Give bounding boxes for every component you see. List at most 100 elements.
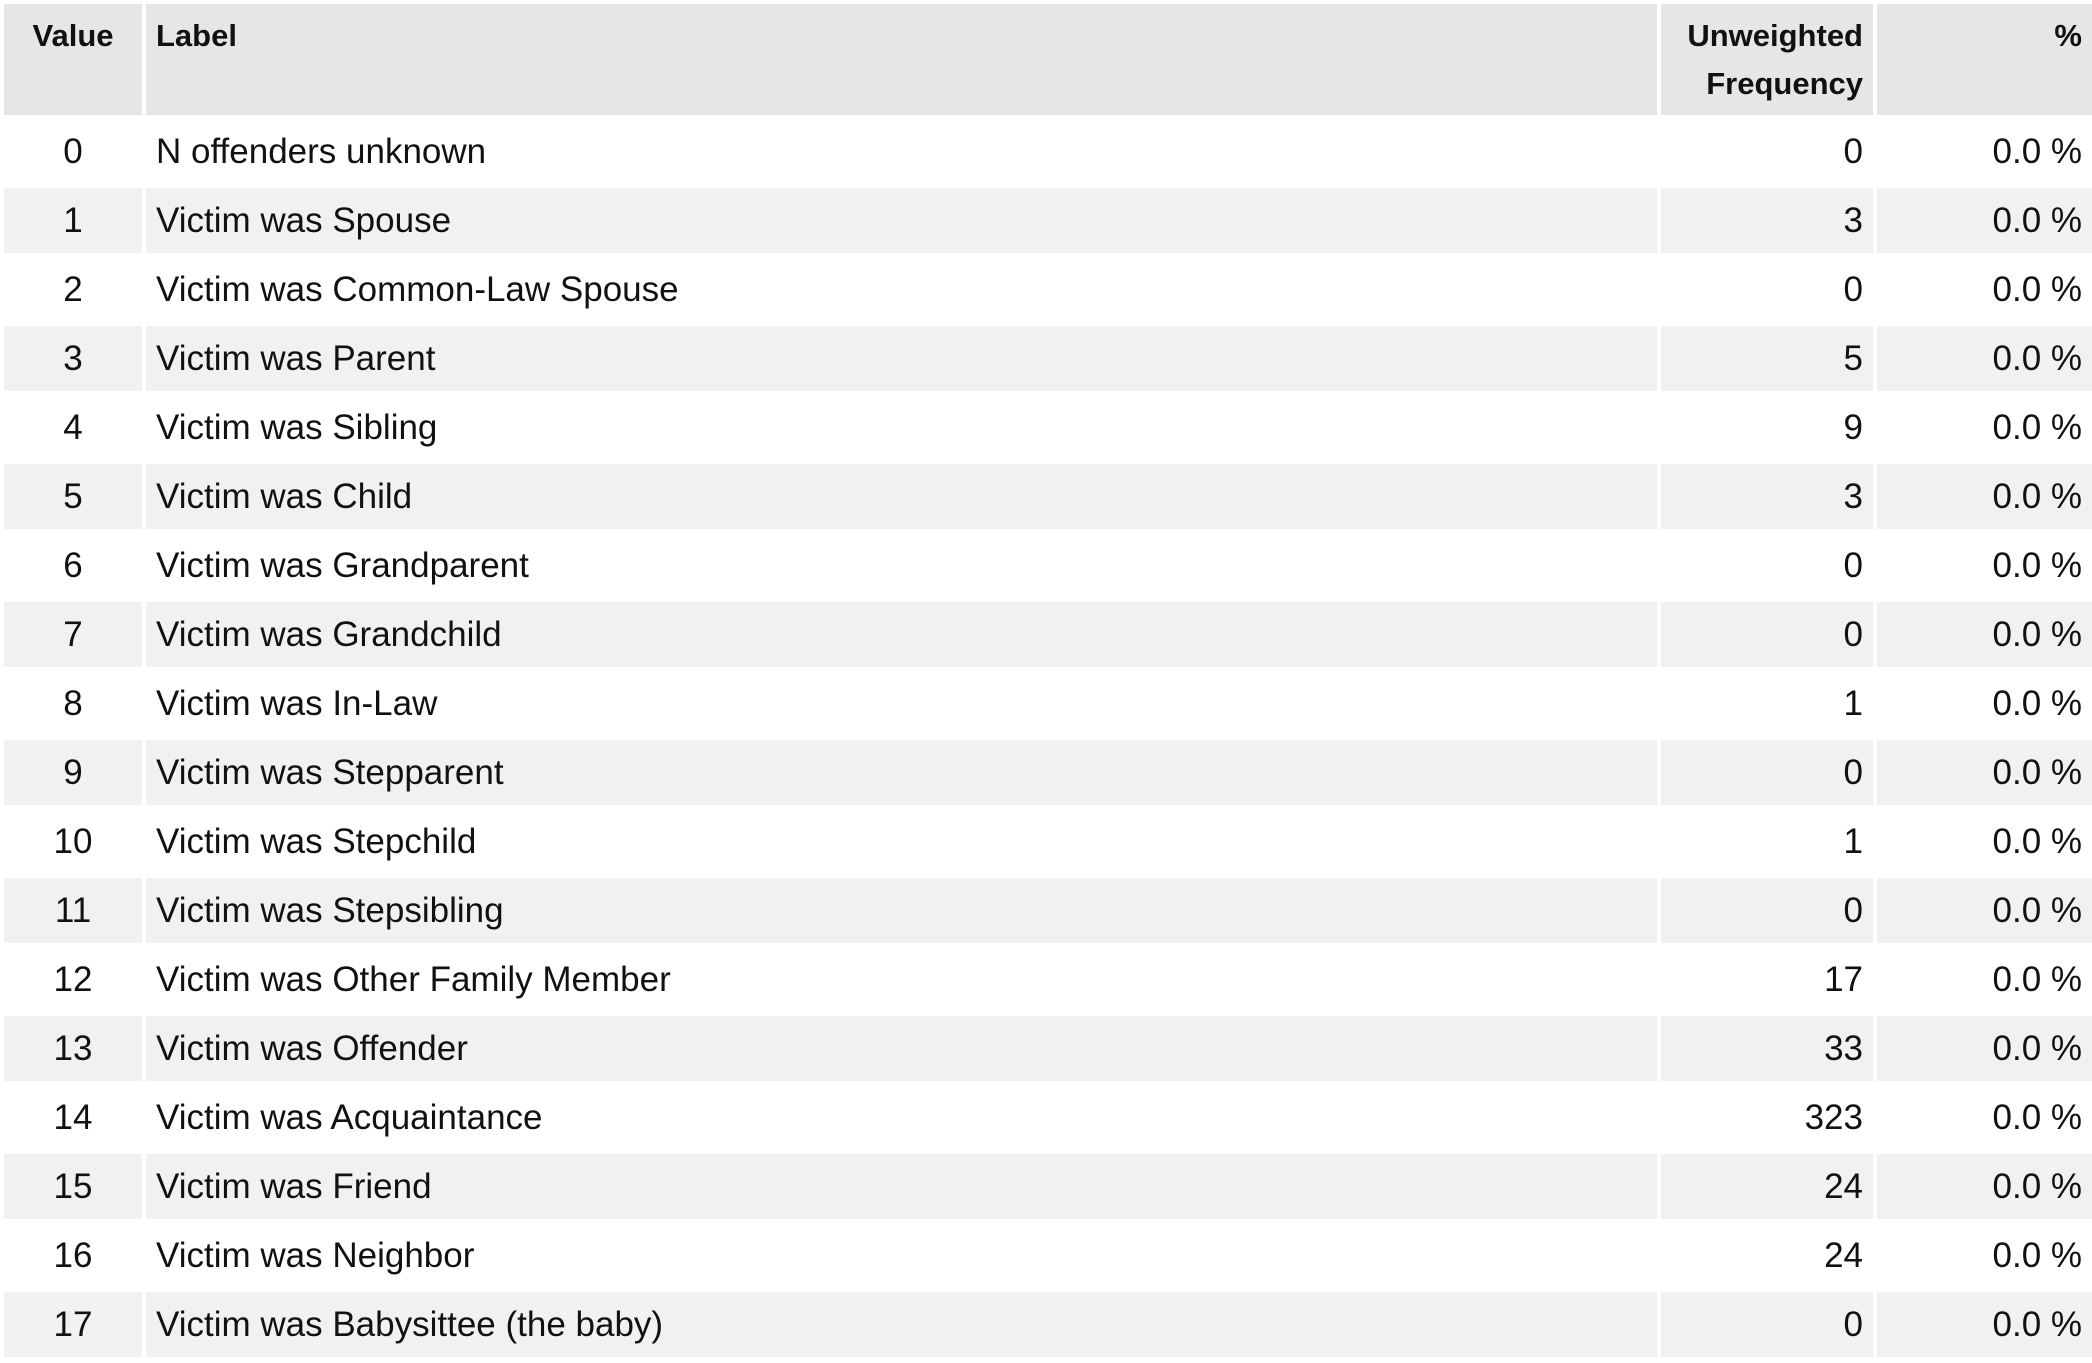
cell-percent: 0.0 % [1877,533,2092,598]
cell-unweighted-frequency: 0 [1661,740,1873,805]
cell-unweighted-frequency: 0 [1661,533,1873,598]
cell-label: N offenders unknown [146,119,1657,184]
table-row: 6 Victim was Grandparent 0 0.0 % [4,533,2092,598]
table-row: 1 Victim was Spouse 3 0.0 % [4,188,2092,253]
cell-unweighted-frequency: 9 [1661,395,1873,460]
table-row: 14 Victim was Acquaintance 323 0.0 % [4,1085,2092,1150]
cell-value: 4 [4,395,142,460]
table-row: 17 Victim was Babysittee (the baby) 0 0.0 % [4,1292,2092,1357]
cell-percent: 0.0 % [1877,809,2092,874]
cell-unweighted-frequency: 0 [1661,602,1873,667]
cell-percent: 0.0 % [1877,464,2092,529]
cell-unweighted-frequency: 1 [1661,809,1873,874]
cell-value: 7 [4,602,142,667]
cell-value: 17 [4,1292,142,1357]
cell-label: Victim was Acquaintance [146,1085,1657,1150]
table-row: 16 Victim was Neighbor 24 0.0 % [4,1223,2092,1288]
cell-unweighted-frequency: 3 [1661,188,1873,253]
cell-value: 1 [4,188,142,253]
table-row: 5 Victim was Child 3 0.0 % [4,464,2092,529]
cell-unweighted-frequency: 323 [1661,1085,1873,1150]
header-value: Value [4,4,142,115]
header-unweighted-frequency: Unweighted Frequency [1661,4,1873,115]
cell-label: Victim was Child [146,464,1657,529]
cell-label: Victim was Stepsibling [146,878,1657,943]
cell-unweighted-frequency: 24 [1661,1154,1873,1219]
header-freq-line1: Unweighted [1687,18,1863,53]
table-row: 3 Victim was Parent 5 0.0 % [4,326,2092,391]
header-percent: % [1877,4,2092,115]
cell-percent: 0.0 % [1877,1085,2092,1150]
cell-value: 11 [4,878,142,943]
cell-label: Victim was Stepparent [146,740,1657,805]
cell-percent: 0.0 % [1877,671,2092,736]
cell-label: Victim was Friend [146,1154,1657,1219]
cell-label: Victim was Parent [146,326,1657,391]
cell-unweighted-frequency: 5 [1661,326,1873,391]
cell-percent: 0.0 % [1877,1223,2092,1288]
cell-label: Victim was Grandparent [146,533,1657,598]
cell-label: Victim was In-Law [146,671,1657,736]
cell-unweighted-frequency: 0 [1661,878,1873,943]
cell-percent: 0.0 % [1877,1016,2092,1081]
cell-value: 10 [4,809,142,874]
cell-unweighted-frequency: 33 [1661,1016,1873,1081]
cell-percent: 0.0 % [1877,257,2092,322]
table-row: 10 Victim was Stepchild 1 0.0 % [4,809,2092,874]
table-row: 11 Victim was Stepsibling 0 0.0 % [4,878,2092,943]
cell-value: 2 [4,257,142,322]
cell-percent: 0.0 % [1877,326,2092,391]
cell-label: Victim was Other Family Member [146,947,1657,1012]
cell-label: Victim was Sibling [146,395,1657,460]
table-row: 4 Victim was Sibling 9 0.0 % [4,395,2092,460]
table-header: Value Label Unweighted Frequency % [4,4,2092,115]
cell-percent: 0.0 % [1877,119,2092,184]
cell-value: 9 [4,740,142,805]
cell-label: Victim was Offender [146,1016,1657,1081]
table-row: 7 Victim was Grandchild 0 0.0 % [4,602,2092,667]
cell-value: 6 [4,533,142,598]
table-row: 12 Victim was Other Family Member 17 0.0 % [4,947,2092,1012]
cell-value: 3 [4,326,142,391]
cell-percent: 0.0 % [1877,1292,2092,1357]
header-row: Value Label Unweighted Frequency % [4,4,2092,115]
cell-label: Victim was Common-Law Spouse [146,257,1657,322]
cell-percent: 0.0 % [1877,602,2092,667]
cell-value: 16 [4,1223,142,1288]
cell-value: 15 [4,1154,142,1219]
header-label: Label [146,4,1657,115]
table-row: 15 Victim was Friend 24 0.0 % [4,1154,2092,1219]
cell-value: 14 [4,1085,142,1150]
cell-percent: 0.0 % [1877,395,2092,460]
cell-value: 13 [4,1016,142,1081]
cell-unweighted-frequency: 0 [1661,257,1873,322]
cell-value: 8 [4,671,142,736]
cell-label: Victim was Stepchild [146,809,1657,874]
cell-percent: 0.0 % [1877,740,2092,805]
cell-unweighted-frequency: 0 [1661,1292,1873,1357]
table-row: 8 Victim was In-Law 1 0.0 % [4,671,2092,736]
cell-unweighted-frequency: 3 [1661,464,1873,529]
cell-label: Victim was Neighbor [146,1223,1657,1288]
cell-percent: 0.0 % [1877,878,2092,943]
cell-value: 12 [4,947,142,1012]
cell-value: 0 [4,119,142,184]
cell-label: Victim was Spouse [146,188,1657,253]
cell-percent: 0.0 % [1877,1154,2092,1219]
cell-label: Victim was Grandchild [146,602,1657,667]
cell-label: Victim was Babysittee (the baby) [146,1292,1657,1357]
cell-value: 5 [4,464,142,529]
cell-percent: 0.0 % [1877,188,2092,253]
header-freq-line2: Frequency [1706,66,1863,101]
table-row: 13 Victim was Offender 33 0.0 % [4,1016,2092,1081]
cell-unweighted-frequency: 17 [1661,947,1873,1012]
cell-percent: 0.0 % [1877,947,2092,1012]
cell-unweighted-frequency: 1 [1661,671,1873,736]
table-row: 9 Victim was Stepparent 0 0.0 % [4,740,2092,805]
table-row: 2 Victim was Common-Law Spouse 0 0.0 % [4,257,2092,322]
cell-unweighted-frequency: 0 [1661,119,1873,184]
cell-unweighted-frequency: 24 [1661,1223,1873,1288]
